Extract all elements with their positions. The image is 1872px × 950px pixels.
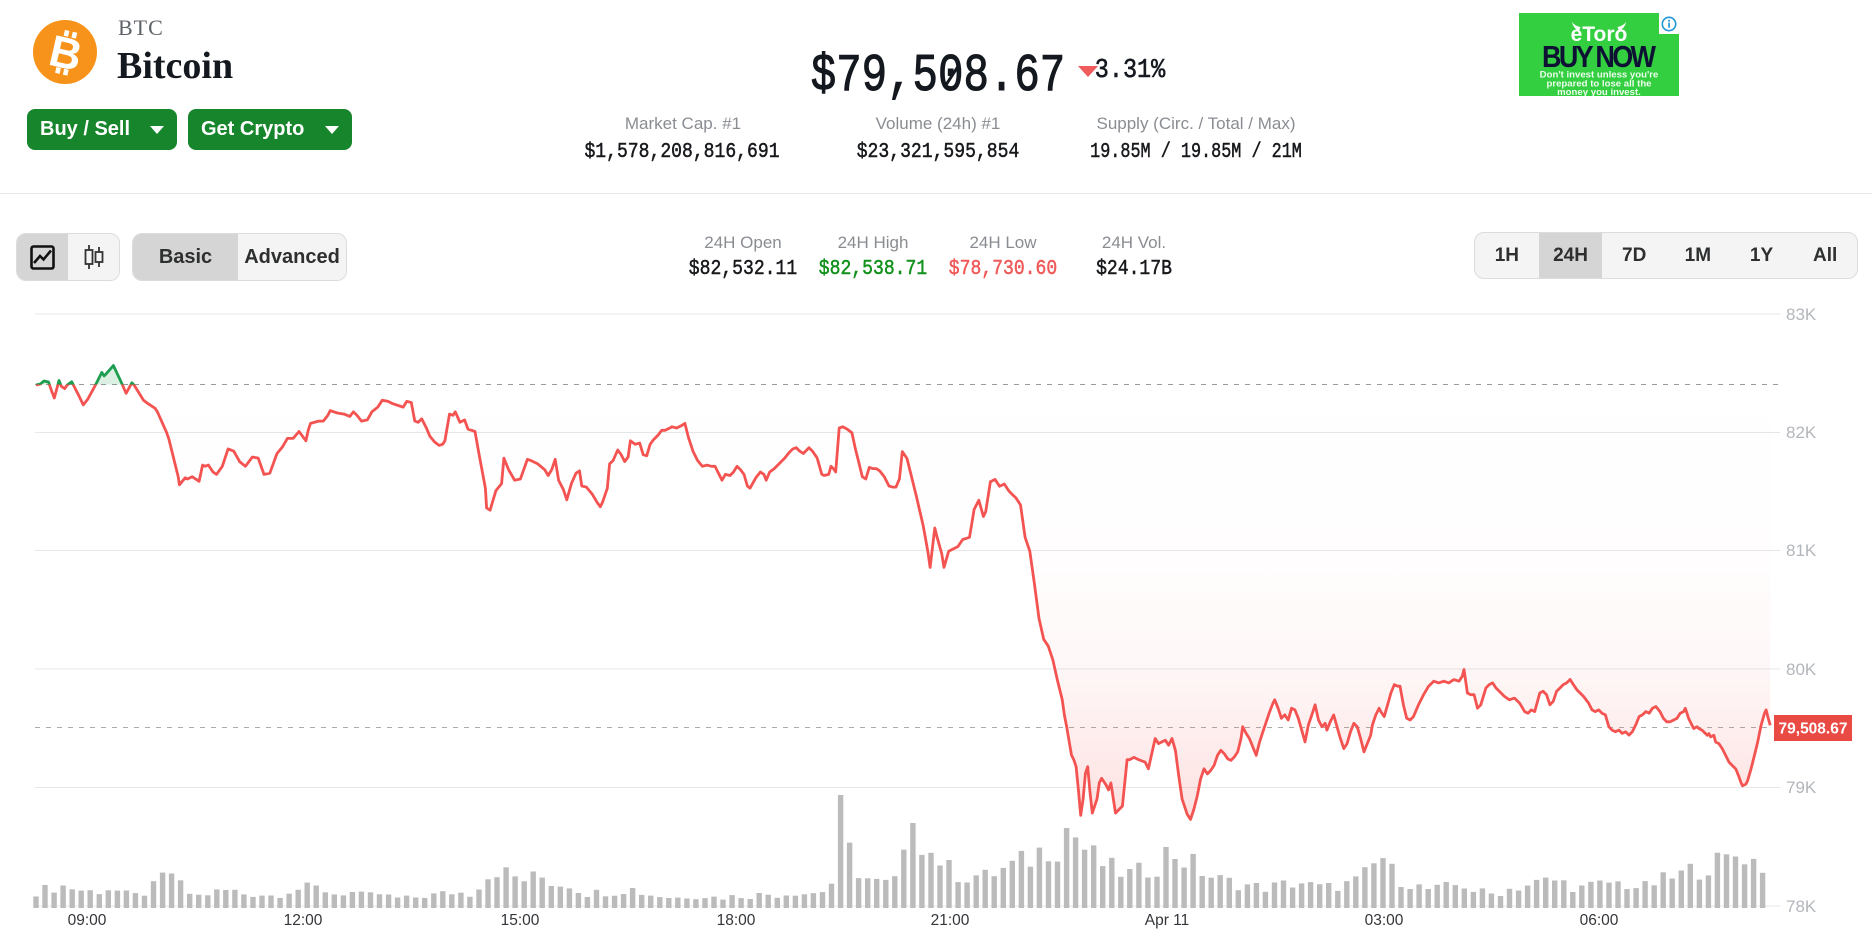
svg-text:15:00: 15:00 [501,912,540,929]
svg-text:03:00: 03:00 [1365,912,1404,929]
svg-text:83K: 83K [1786,305,1817,324]
svg-text:21:00: 21:00 [931,912,970,929]
svg-text:eToro: eToro [1571,23,1628,46]
svg-text:80K: 80K [1786,660,1817,679]
svg-text:prepared to lose all the: prepared to lose all the [1546,79,1651,90]
svg-text:money you invest.: money you invest. [1557,87,1641,96]
svg-text:78K: 78K [1786,897,1817,916]
svg-text:18:00: 18:00 [717,912,756,929]
svg-text:79K: 79K [1786,778,1817,797]
svg-text:81K: 81K [1786,541,1817,560]
svg-text:Don't invest unless you're: Don't invest unless you're [1540,70,1659,81]
svg-text:BUY NOW: BUY NOW [1542,40,1657,74]
svg-text:Apr 11: Apr 11 [1145,912,1190,929]
svg-text:06:00: 06:00 [1580,912,1619,929]
svg-text:12:00: 12:00 [284,912,323,929]
svg-text:79,508.67: 79,508.67 [1779,721,1848,738]
svg-text:09:00: 09:00 [68,912,107,929]
svg-text:82K: 82K [1786,423,1817,442]
